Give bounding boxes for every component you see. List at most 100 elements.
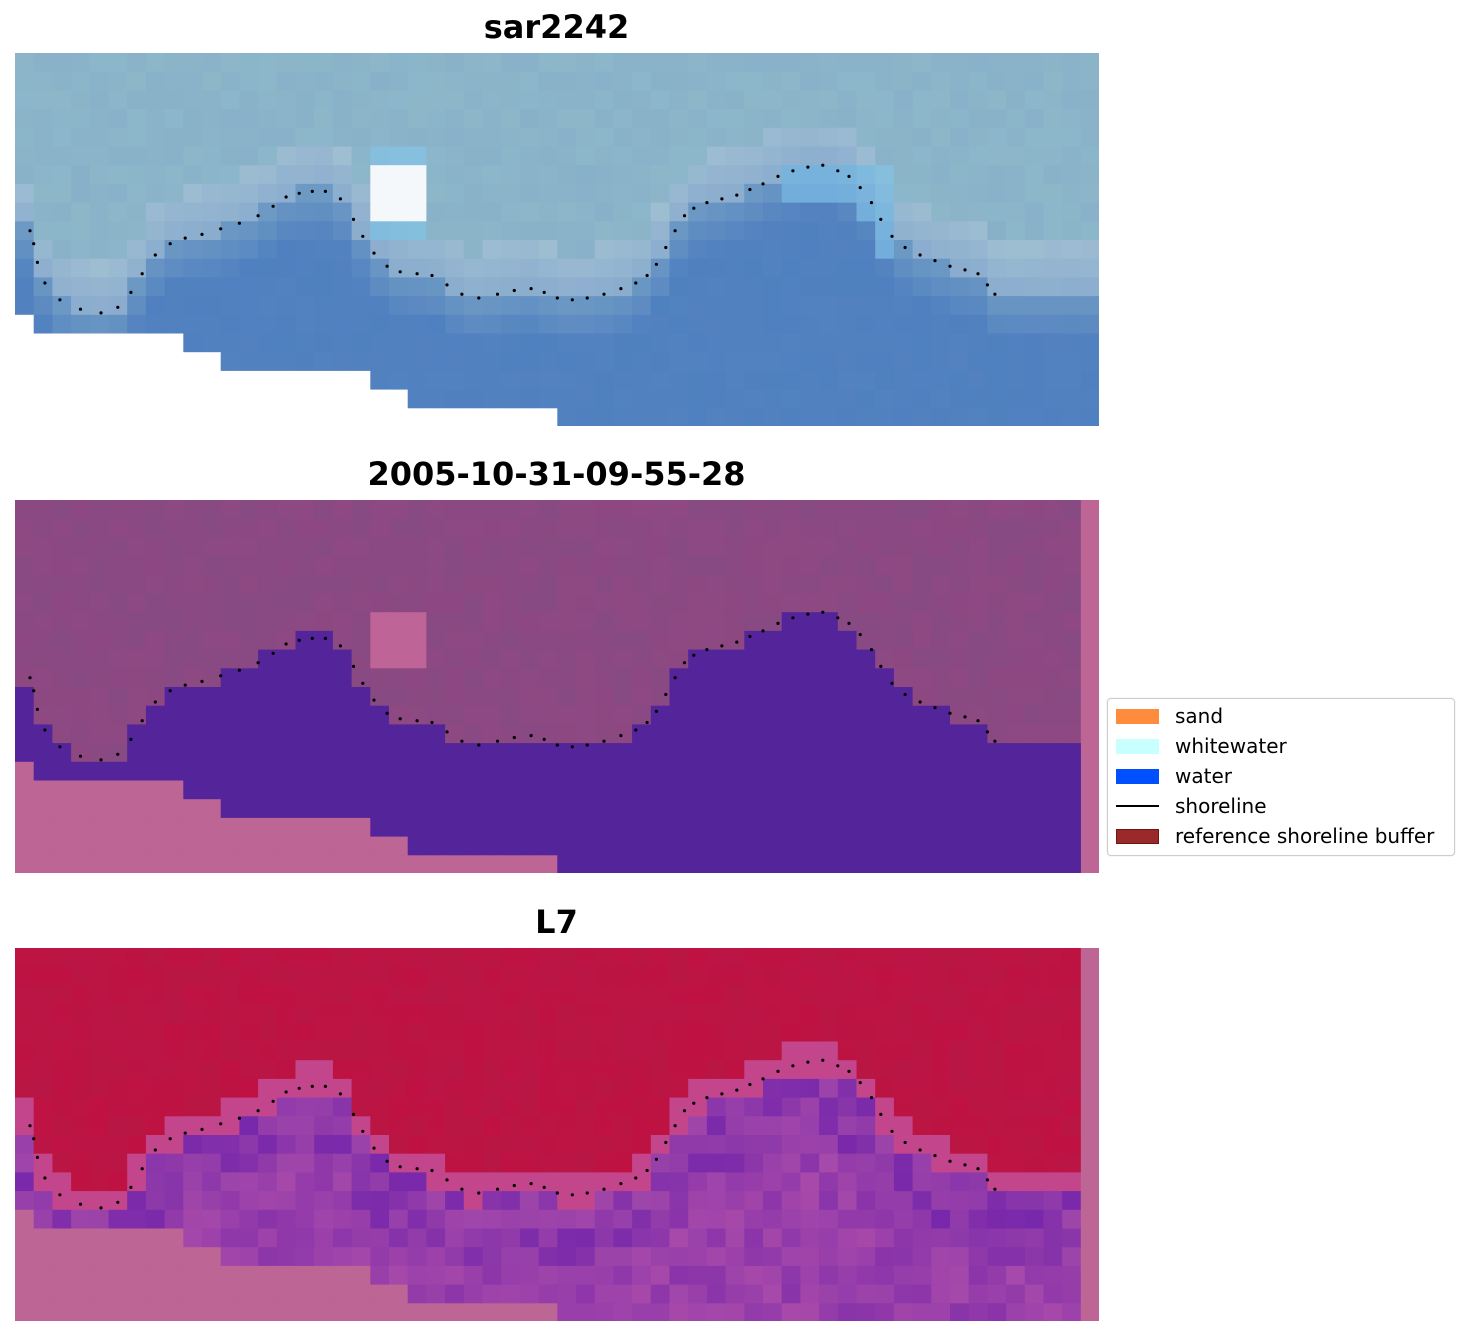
shoreline-point bbox=[372, 698, 376, 702]
shoreline-point bbox=[858, 633, 862, 637]
shoreline-point bbox=[237, 1116, 241, 1120]
shoreline-point bbox=[310, 636, 314, 640]
shoreline-point bbox=[806, 165, 810, 169]
shoreline-point bbox=[297, 1086, 301, 1090]
shoreline-point bbox=[720, 197, 724, 201]
shoreline-point bbox=[338, 1092, 342, 1096]
shoreline-point bbox=[806, 1060, 810, 1064]
legend-item-buffer: reference shoreline buffer bbox=[1116, 823, 1434, 849]
shoreline-point bbox=[705, 201, 709, 205]
shoreline-point bbox=[43, 728, 47, 732]
shoreline-point bbox=[398, 1165, 402, 1169]
shoreline-point bbox=[776, 1069, 780, 1073]
shoreline-point bbox=[776, 621, 780, 625]
shoreline-point bbox=[692, 653, 696, 657]
shoreline-point bbox=[32, 242, 36, 246]
shoreline-point bbox=[720, 644, 724, 648]
shoreline-point bbox=[460, 739, 464, 743]
shoreline-point bbox=[993, 739, 997, 743]
shoreline-point bbox=[847, 621, 851, 625]
shoreline-point bbox=[619, 1182, 623, 1186]
shoreline-point bbox=[32, 1137, 36, 1141]
shoreline-point bbox=[654, 1157, 659, 1161]
shoreline-point bbox=[200, 232, 204, 236]
shoreline-point bbox=[570, 298, 574, 302]
shoreline-point bbox=[963, 715, 967, 719]
shoreline-point bbox=[806, 612, 810, 616]
classified-image-panel bbox=[15, 500, 1099, 873]
shoreline-point bbox=[430, 273, 434, 278]
shoreline-point bbox=[836, 1064, 840, 1068]
shoreline-point bbox=[976, 719, 980, 723]
shoreline-point bbox=[918, 700, 922, 704]
shoreline-point bbox=[602, 739, 606, 743]
index-image bbox=[15, 948, 1099, 1321]
shoreline-point bbox=[78, 307, 83, 311]
shoreline-point bbox=[168, 689, 172, 693]
shoreline-point bbox=[692, 206, 696, 210]
shoreline-point bbox=[664, 692, 668, 697]
water-swatch bbox=[1116, 768, 1159, 784]
shoreline-point bbox=[116, 305, 120, 309]
legend-label-sand: sand bbox=[1175, 704, 1224, 728]
shoreline-point bbox=[869, 648, 874, 652]
shoreline-point bbox=[99, 1206, 103, 1210]
shoreline-point bbox=[183, 683, 187, 687]
shoreline-point bbox=[323, 189, 327, 193]
legend: sand whitewater water shoreline referenc… bbox=[1107, 698, 1455, 856]
shoreline-point bbox=[153, 1148, 157, 1152]
shoreline-point bbox=[682, 214, 687, 218]
shoreline-point bbox=[219, 227, 223, 231]
shoreline-point bbox=[43, 1176, 47, 1180]
shoreline-point bbox=[35, 260, 39, 264]
shoreline-point bbox=[361, 1129, 365, 1133]
shoreline-point bbox=[948, 1159, 952, 1163]
panel-title-sar: sar2242 bbox=[483, 8, 630, 46]
shoreline-point bbox=[495, 292, 500, 296]
shoreline-point bbox=[415, 719, 419, 723]
shoreline-point bbox=[634, 728, 638, 732]
shoreline-point bbox=[836, 616, 840, 620]
shoreline-point bbox=[890, 681, 894, 685]
shoreline-point bbox=[645, 720, 649, 725]
shoreline-point bbox=[993, 1187, 997, 1191]
shoreline-point bbox=[821, 1058, 825, 1062]
shoreline-point bbox=[58, 298, 62, 302]
shoreline-point bbox=[477, 743, 481, 747]
shoreline-point bbox=[673, 1124, 677, 1128]
shoreline-point bbox=[153, 700, 157, 704]
shoreline-point bbox=[720, 1092, 724, 1096]
shoreline-point bbox=[361, 234, 365, 238]
shoreline-point bbox=[529, 1182, 533, 1186]
legend-item-shoreline: shoreline bbox=[1116, 793, 1267, 819]
shoreline-point bbox=[645, 273, 649, 278]
shoreline-point bbox=[776, 174, 780, 178]
shoreline-point bbox=[116, 752, 120, 756]
shoreline-point bbox=[542, 1185, 546, 1189]
shoreline-point bbox=[78, 754, 83, 758]
shoreline-point bbox=[445, 1178, 449, 1182]
shoreline-point bbox=[673, 676, 677, 680]
shoreline-point bbox=[445, 283, 449, 287]
shoreline-point bbox=[791, 616, 795, 620]
shoreline-point bbox=[477, 1191, 481, 1195]
shoreline-point bbox=[351, 664, 356, 668]
shoreline-point bbox=[271, 651, 275, 655]
shoreline-point bbox=[735, 193, 739, 197]
shoreline-point bbox=[555, 296, 559, 300]
shoreline-point bbox=[284, 195, 288, 199]
shoreline-point bbox=[869, 1096, 874, 1100]
shoreline-point bbox=[879, 217, 883, 221]
shoreline-point bbox=[477, 296, 481, 300]
shoreline-point bbox=[512, 288, 516, 293]
shoreline-point bbox=[415, 272, 419, 276]
shoreline-point bbox=[237, 221, 241, 225]
shoreline-point bbox=[372, 251, 376, 255]
shoreline-point bbox=[385, 711, 389, 715]
shoreline-point bbox=[664, 1140, 668, 1145]
sand-swatch bbox=[1116, 708, 1159, 724]
panel-title-sensor: L7 bbox=[535, 903, 578, 941]
shoreline-point bbox=[963, 268, 967, 272]
shoreline-point bbox=[976, 1167, 980, 1171]
shoreline-point bbox=[654, 709, 659, 713]
